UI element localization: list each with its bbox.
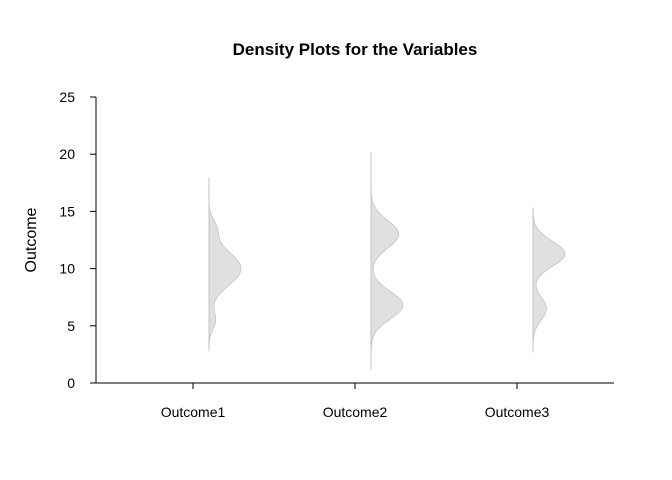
density-violin-outcome2 bbox=[370, 151, 404, 370]
x-ticks: Outcome1 Outcome2 Outcome3 bbox=[161, 383, 550, 420]
x-tick-label: Outcome1 bbox=[161, 404, 226, 420]
x-tick-label: Outcome3 bbox=[485, 404, 550, 420]
y-ticks: 0 5 10 15 20 25 bbox=[59, 89, 96, 391]
y-axis-label: Outcome bbox=[23, 207, 40, 272]
density-violin-outcome1 bbox=[208, 177, 242, 352]
x-tick-label: Outcome2 bbox=[323, 404, 388, 420]
y-tick-label: 25 bbox=[59, 89, 75, 105]
y-tick-label: 5 bbox=[67, 318, 75, 334]
violins bbox=[208, 151, 566, 370]
density-violin-outcome3 bbox=[532, 207, 566, 353]
y-tick-label: 15 bbox=[59, 203, 75, 219]
chart-title: Density Plots for the Variables bbox=[233, 40, 478, 59]
y-tick-label: 10 bbox=[59, 261, 75, 277]
y-tick-label: 20 bbox=[59, 146, 75, 162]
y-tick-label: 0 bbox=[67, 375, 75, 391]
